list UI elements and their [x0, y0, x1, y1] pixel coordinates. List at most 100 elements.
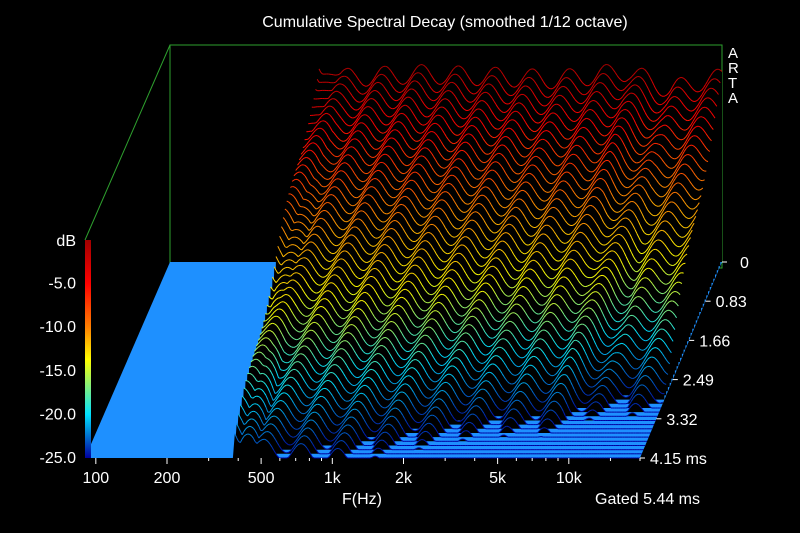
slice-segment [419, 84, 423, 88]
slice-segment [525, 167, 529, 171]
slice-segment [394, 116, 398, 120]
slice-segment [634, 229, 638, 234]
slice-segment [436, 103, 440, 107]
slice-segment [506, 113, 510, 117]
slice-segment [691, 214, 695, 218]
slice-segment [502, 214, 505, 217]
slice-segment [341, 129, 344, 133]
slice-segment [366, 92, 370, 96]
slice-segment [633, 72, 636, 75]
slice-segment [572, 127, 576, 130]
slice-segment [315, 143, 318, 147]
slice-segment [356, 204, 359, 208]
slice-segment [293, 196, 297, 200]
slice-segment [354, 226, 358, 228]
slice-segment [298, 157, 302, 161]
slice-segment [555, 207, 559, 211]
slice-segment [584, 179, 587, 182]
slice-segment [505, 146, 508, 149]
slice-segment [595, 126, 598, 131]
slice-segment [699, 94, 703, 98]
slice-segment [480, 92, 484, 95]
slice-segment [428, 188, 431, 192]
slice-segment [604, 181, 608, 186]
slice-segment [353, 109, 357, 111]
slice-segment [317, 191, 321, 195]
slice-segment [692, 145, 696, 148]
slice-segment [426, 139, 429, 141]
slice-segment [416, 172, 420, 175]
slice-segment [348, 154, 352, 157]
slice-segment [679, 245, 682, 248]
slice-segment [445, 252, 448, 255]
slice-segment [464, 109, 467, 111]
slice-segment [293, 173, 297, 177]
slice-segment [455, 166, 459, 169]
slice-segment [494, 210, 498, 214]
slice-segment [550, 97, 554, 101]
slice-segment [339, 139, 342, 142]
slice-segment [440, 186, 444, 190]
slice-segment [365, 188, 369, 191]
slice-segment [388, 127, 392, 132]
slice-segment [557, 182, 560, 186]
slice-segment [428, 71, 432, 76]
slice-segment [413, 160, 416, 164]
slice-segment [618, 77, 622, 81]
slice-segment [565, 242, 568, 244]
slice-segment [437, 183, 440, 186]
slice-segment [495, 146, 499, 150]
slice-segment [543, 118, 547, 123]
slice-segment [358, 195, 361, 198]
slice-segment [348, 177, 352, 182]
slice-segment [616, 233, 619, 236]
slice-segment [698, 151, 702, 155]
slice-segment [415, 171, 418, 174]
slice-segment [543, 81, 546, 85]
slice-segment [375, 90, 379, 93]
slice-segment [317, 122, 320, 125]
slice-segment [556, 154, 560, 157]
slice-segment [628, 92, 631, 95]
slice-segment [414, 90, 418, 93]
slice-segment [681, 144, 685, 148]
slice-segment [414, 67, 417, 71]
slice-segment [686, 232, 689, 236]
slice-segment [546, 198, 549, 202]
slice-segment [492, 155, 495, 159]
slice-segment [346, 76, 349, 79]
slice-segment [497, 79, 500, 83]
slice-segment [546, 102, 550, 106]
slice-segment [379, 131, 383, 134]
slice-segment [664, 108, 668, 112]
slice-segment [350, 124, 353, 127]
slice-segment [370, 86, 373, 90]
slice-segment [438, 125, 442, 129]
slice-segment [486, 130, 490, 134]
slice-segment [409, 168, 413, 173]
slice-segment [501, 119, 504, 122]
slice-segment [514, 216, 518, 220]
slice-segment [501, 154, 505, 157]
slice-segment [420, 164, 424, 168]
slice-segment [388, 106, 392, 109]
slice-segment [674, 168, 678, 172]
slice-segment [403, 125, 407, 129]
slice-segment [372, 171, 376, 175]
slice-segment [441, 191, 444, 194]
slice-segment [416, 80, 419, 84]
slice-segment [335, 123, 339, 126]
slice-segment [523, 105, 526, 109]
slice-segment [630, 142, 633, 147]
slice-segment [627, 192, 630, 195]
slice-segment [540, 222, 544, 226]
slice-segment [411, 216, 415, 220]
slice-segment [482, 91, 485, 94]
slice-segment [481, 178, 485, 182]
slice-segment [492, 151, 495, 156]
slice-segment [530, 144, 534, 148]
slice-segment [422, 134, 425, 138]
slice-segment [337, 78, 340, 81]
slice-segment [491, 85, 495, 88]
slice-segment [552, 122, 556, 126]
